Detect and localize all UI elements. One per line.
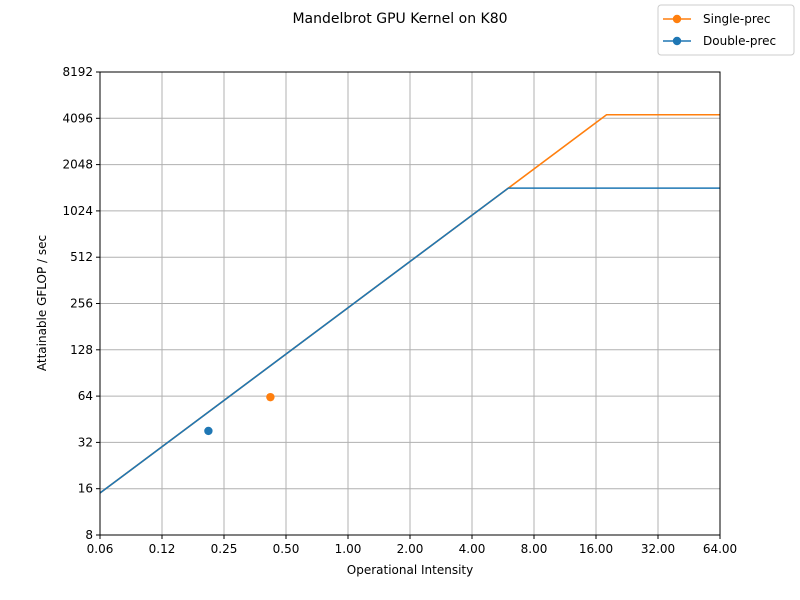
x-tick-label: 16.00 — [579, 542, 613, 556]
y-axis-label: Attainable GFLOP / sec — [35, 235, 49, 371]
y-tick-label: 32 — [78, 435, 93, 449]
x-tick-label: 0.12 — [149, 542, 176, 556]
y-tick-label: 512 — [70, 250, 93, 264]
y-tick-label: 8192 — [62, 65, 93, 79]
y-tick-label: 256 — [70, 297, 93, 311]
y-tick-label: 4096 — [62, 111, 93, 125]
series-lines — [99, 113, 720, 494]
y-axis-ticks: 8 16 32 64 128 256 512 1024 2048 4096 8192 — [62, 65, 100, 542]
x-tick-label: 1.00 — [335, 542, 362, 556]
y-tick-label: 1024 — [62, 204, 93, 218]
data-point-0 — [266, 392, 275, 402]
x-tick-label: 8.00 — [521, 542, 548, 556]
series-points — [204, 392, 275, 436]
data-point-1 — [204, 426, 213, 436]
y-tick-label: 16 — [78, 482, 93, 496]
chart-title: Mandelbrot GPU Kernel on K80 — [292, 11, 507, 27]
series-line-1 — [99, 187, 720, 494]
x-tick-label: 0.06 — [87, 542, 114, 556]
x-axis-ticks: 0.06 0.12 0.25 0.50 1.00 2.00 4.00 8.00 16.00 32.… — [87, 535, 737, 556]
legend-label-0: Single-prec — [703, 12, 771, 26]
x-tick-label: 0.25 — [211, 542, 238, 556]
y-tick-label: 2048 — [62, 158, 93, 172]
legend-marker-1 — [672, 36, 682, 46]
legend-box — [657, 4, 795, 56]
x-tick-label: 4.00 — [459, 542, 486, 556]
x-tick-label: 0.50 — [273, 542, 300, 556]
legend-label-1: Double-prec — [703, 34, 776, 48]
x-tick-label: 64.00 — [703, 542, 737, 556]
legend-marker-0 — [672, 14, 682, 24]
y-tick-label: 8 — [85, 528, 93, 542]
y-tick-label: 64 — [78, 389, 93, 403]
x-tick-label: 2.00 — [397, 542, 424, 556]
x-axis-label: Operational Intensity — [347, 563, 473, 577]
y-tick-label: 128 — [70, 343, 93, 357]
legend: Single-prec Double-prec — [657, 4, 795, 56]
x-tick-label: 32.00 — [641, 542, 675, 556]
